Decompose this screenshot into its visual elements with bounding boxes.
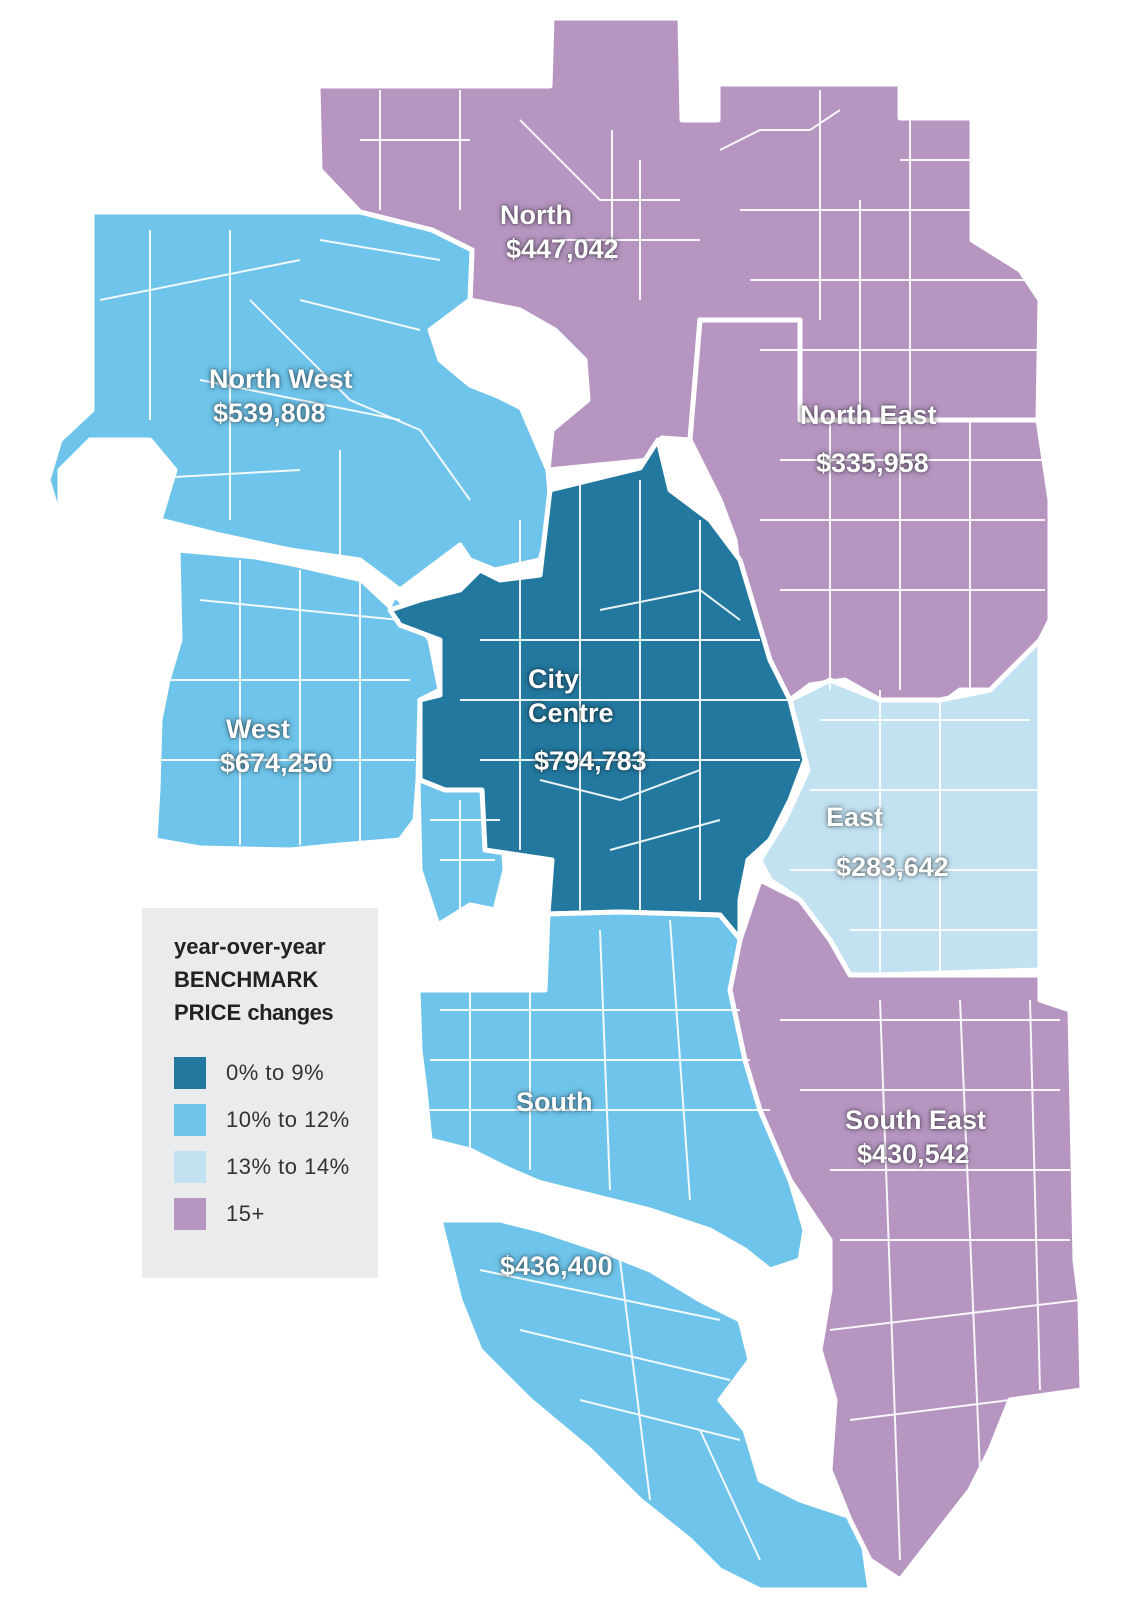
legend-item: 13% to 14% (174, 1149, 378, 1185)
label-north: North $447,042 (500, 198, 619, 266)
region-name-south: South (516, 1087, 593, 1117)
legend-swatch-13-14 (174, 1151, 206, 1183)
label-east: East $283,642 (826, 800, 949, 884)
reservoir-shape (430, 300, 588, 470)
legend-title-line3: PRICE changes (174, 996, 378, 1029)
region-name-south-east: South East (845, 1105, 987, 1135)
region-south-lower[interactable] (437, 1217, 873, 1593)
legend-label: 13% to 14% (226, 1154, 350, 1179)
label-north-west: North West $539,808 (209, 362, 353, 430)
region-price-west: $674,250 (220, 748, 333, 778)
bow-river-shape (160, 520, 400, 610)
label-south: South $436,400 (500, 1085, 613, 1283)
label-north-east: North East $335,958 (800, 398, 937, 480)
label-south-east: South East $430,542 (845, 1103, 986, 1171)
legend-panel: year-over-year BENCHMARK PRICE changes 0… (142, 908, 378, 1278)
legend-item: 0% to 9% (174, 1055, 378, 1091)
region-price-south-east: $430,542 (857, 1139, 970, 1169)
street-grid (99, 90, 1081, 1561)
legend-item: 15+ (174, 1196, 378, 1232)
legend-title: year-over-year BENCHMARK PRICE changes (174, 930, 378, 1029)
region-name-east: East (826, 802, 884, 832)
region-name-west: West (226, 714, 291, 744)
legend-label: 10% to 12% (226, 1107, 350, 1132)
legend-swatch-15-plus (174, 1198, 206, 1230)
region-name-north-east: North East (800, 400, 937, 430)
label-west: West $674,250 (220, 712, 333, 780)
legend-label: 15+ (226, 1201, 265, 1226)
legend-swatch-0-9 (174, 1057, 206, 1089)
legend-item: 10% to 12% (174, 1102, 378, 1138)
region-south-east[interactable] (727, 877, 1085, 1583)
region-price-north-east: $335,958 (816, 448, 929, 478)
legend-title-line1: year-over-year (174, 934, 326, 959)
region-price-south: $436,400 (500, 1251, 613, 1281)
region-name-north-west: North West (209, 364, 353, 394)
legend-title-line2: BENCHMARK (174, 967, 319, 992)
legend-swatch-10-12 (174, 1104, 206, 1136)
region-west[interactable] (152, 547, 443, 853)
region-name-north: North (500, 200, 572, 230)
legend-title-price: PRICE (174, 1000, 242, 1025)
region-price-east: $283,642 (836, 852, 949, 882)
legend-label: 0% to 9% (226, 1060, 325, 1085)
legend-title-changes: changes (247, 1000, 334, 1025)
legend-items: 0% to 9% 10% to 12% 13% to 14% 15+ (174, 1055, 378, 1232)
region-name-city-centre: City Centre (528, 664, 614, 728)
region-price-city-centre: $794,783 (534, 746, 647, 776)
elbow-river-shape (460, 1150, 830, 1310)
region-price-north: $447,042 (506, 234, 619, 264)
region-price-north-west: $539,808 (213, 398, 326, 428)
label-city-centre: City Centre $794,783 (528, 662, 647, 778)
